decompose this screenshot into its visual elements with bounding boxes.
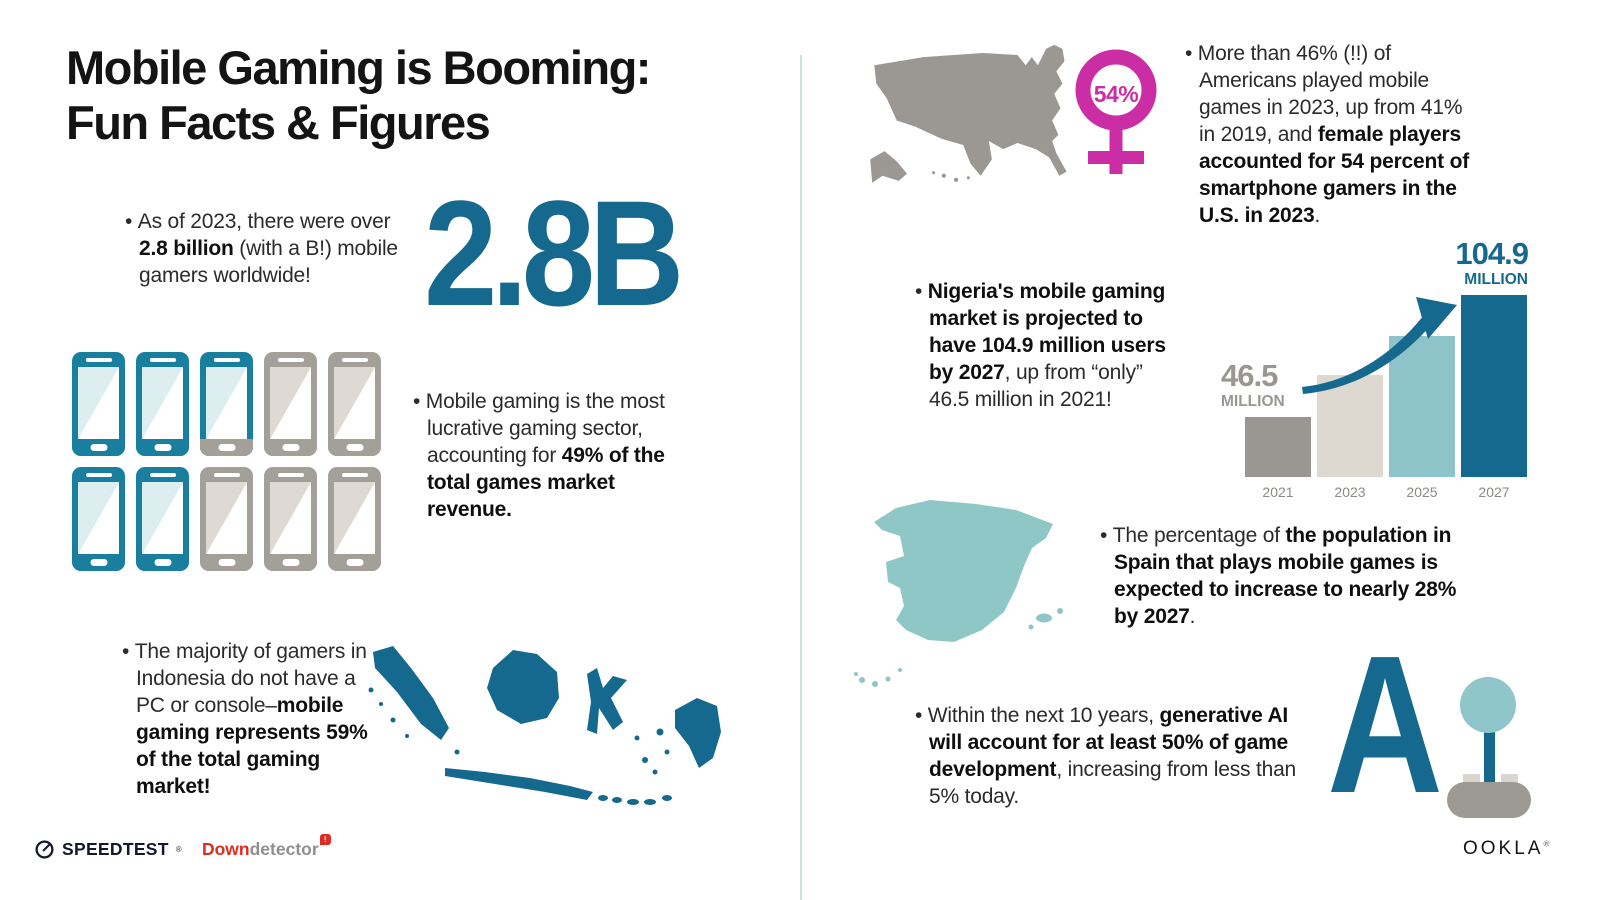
bar-2021	[1245, 417, 1311, 477]
phone-icon-teal	[72, 467, 125, 571]
fact-revenue-share: Mobile gaming is the most lucrative gami…	[413, 388, 677, 523]
phone-icon-gray	[200, 467, 253, 571]
nigeria-chart-bars: 2021 2023 2025 2027 46.5 MILLION 104.9 MILLION	[1221, 238, 1529, 501]
phone-icon-gray	[264, 352, 317, 456]
venus-glyph	[1075, 49, 1157, 174]
title-line-1: Mobile Gaming is Booming:	[66, 41, 651, 94]
center-divider	[800, 55, 802, 900]
phone-icon-teal	[72, 352, 125, 456]
stat-2-8b: 2.8B	[424, 169, 684, 337]
page-title: Mobile Gaming is Booming: Fun Facts & Fig…	[66, 40, 651, 150]
spain-map-icon	[854, 500, 1063, 687]
letter-a: A	[1327, 615, 1444, 834]
value-label-2021: 46.5 MILLION	[1221, 357, 1285, 410]
indonesia-map-icon	[368, 646, 721, 805]
axis-label-2027: 2027	[1478, 484, 1510, 500]
value-label-2027: 104.9 MILLION	[1455, 235, 1529, 288]
ookla-label: OOKLA	[1463, 838, 1544, 859]
phone-icon-teal-split	[200, 352, 253, 456]
bar-2025	[1389, 336, 1455, 477]
joystick-base-icon	[1447, 782, 1531, 818]
phone-grid-icon	[72, 352, 381, 571]
bar-2027	[1461, 295, 1527, 477]
fact-generative-ai: Within the next 10 years, generative AI …	[915, 702, 1317, 810]
phone-icon-teal	[136, 467, 189, 571]
female-share-badge: 54%	[1093, 81, 1139, 107]
fact-spain: The percentage of the population in Spai…	[1100, 522, 1476, 630]
title-line-2: Fun Facts & Figures	[66, 96, 491, 149]
joystick-ball-icon	[1460, 677, 1516, 733]
joystick-button-icon	[1463, 774, 1480, 784]
fact-gamers-worldwide: As of 2023, there were over 2.8 billion …	[125, 208, 424, 289]
downdetector-logo: Downdetector !	[201, 834, 331, 860]
phone-icon-gray	[328, 467, 381, 571]
axis-label-2025: 2025	[1406, 484, 1438, 500]
speedtest-logo: SPEEDTEST ®	[34, 839, 182, 860]
joystick-button-icon	[1501, 774, 1518, 784]
growth-arrow-icon	[1302, 297, 1457, 394]
joystick-stick-icon	[1484, 727, 1495, 785]
fact-us-players: More than 46% (!!) of Americans played m…	[1185, 40, 1481, 229]
nigeria-users-chart: 2021 2023 2025 2027 46.5 MILLION 104.9 MILLION	[1221, 238, 1529, 501]
speedtest-gauge-icon	[35, 840, 54, 859]
us-map-icon	[870, 44, 1067, 183]
axis-label-2023: 2023	[1334, 484, 1366, 500]
downdetector-detector-label: detector	[249, 839, 319, 859]
ookla-logo: OOKLA®	[1463, 838, 1552, 860]
generative-ai-illustration: A	[1327, 627, 1560, 825]
downdetector-down-label: Down	[201, 839, 250, 859]
phone-icon-gray	[264, 467, 317, 571]
phone-icon-teal	[136, 352, 189, 456]
downdetector-badge-icon: !	[319, 834, 331, 845]
fact-indonesia: The majority of gamers in Indonesia do n…	[122, 638, 374, 800]
female-symbol-icon: 54%	[1070, 48, 1162, 190]
speedtest-label: SPEEDTEST	[62, 839, 169, 859]
axis-label-2021: 2021	[1262, 484, 1294, 500]
ookla-reg-mark: ®	[1543, 839, 1553, 849]
bar-2023	[1317, 375, 1383, 477]
fact-nigeria: Nigeria's mobile gaming market is projec…	[915, 278, 1185, 413]
speedtest-reg-mark: ®	[175, 845, 182, 854]
footer-brands: SPEEDTEST ® Downdetector !	[34, 834, 331, 860]
phone-icon-gray	[328, 352, 381, 456]
